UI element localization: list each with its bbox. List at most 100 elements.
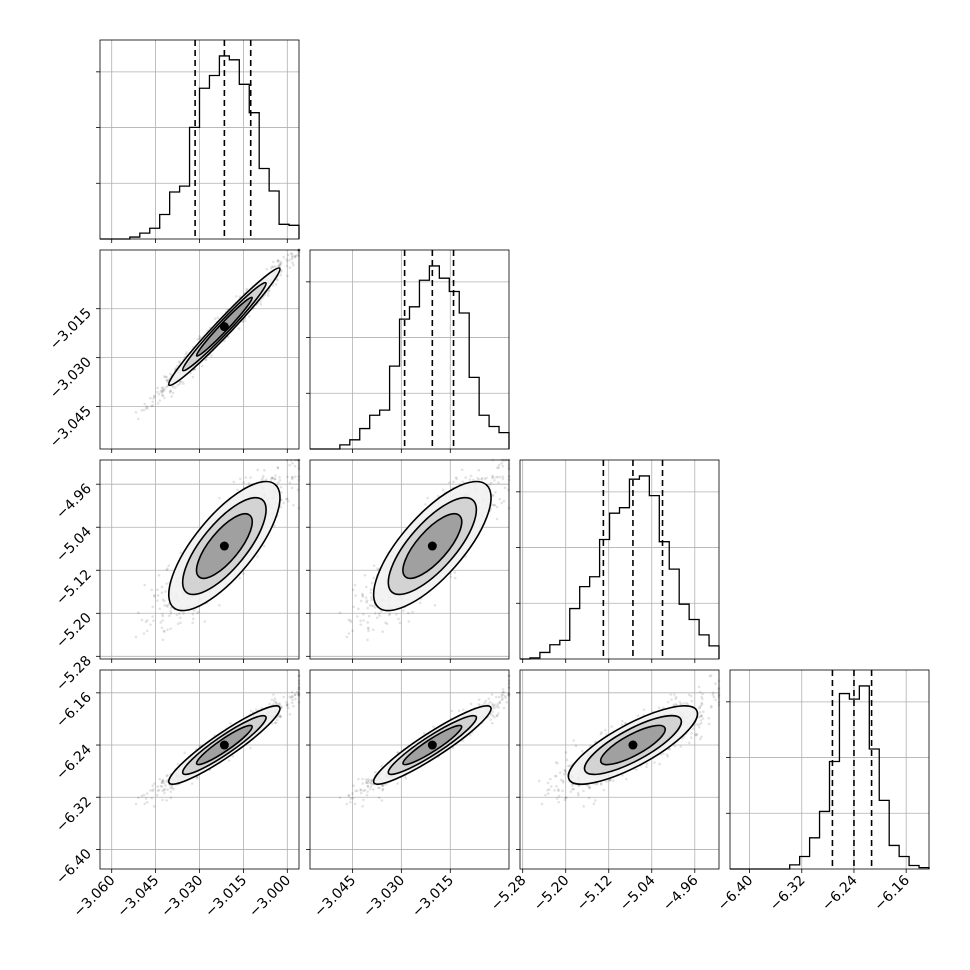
sample-point — [223, 339, 226, 343]
sample-point — [152, 397, 155, 400]
sample-point — [292, 503, 295, 507]
sample-point — [176, 364, 179, 368]
sample-point — [163, 791, 166, 795]
sample-point — [140, 409, 144, 412]
sample-point — [282, 501, 285, 505]
sample-point — [259, 302, 263, 306]
sample-point — [269, 266, 273, 270]
sample-point — [359, 623, 363, 626]
sample-point — [270, 265, 274, 269]
sample-point — [151, 615, 154, 618]
sample-point — [493, 478, 496, 482]
sample-point — [276, 259, 280, 262]
sample-point — [277, 264, 280, 268]
sample-point — [282, 695, 285, 699]
sample-point — [345, 635, 349, 639]
sample-point — [287, 253, 290, 257]
sample-point — [161, 638, 165, 642]
sample-point — [362, 612, 365, 616]
sample-point — [377, 612, 381, 615]
sample-point — [155, 390, 159, 394]
sample-point — [286, 475, 289, 479]
sample-point — [134, 410, 138, 414]
sample-point — [152, 788, 155, 791]
sample-point — [363, 573, 367, 577]
sample-point — [151, 605, 155, 609]
sample-point — [171, 391, 175, 395]
sample-point — [477, 478, 481, 481]
sample-point — [169, 627, 172, 630]
sample-point — [276, 278, 279, 282]
sample-point — [441, 488, 445, 492]
sample-point — [170, 395, 173, 398]
sample-point — [244, 476, 248, 479]
sample-point — [157, 573, 161, 577]
sample-point — [407, 620, 411, 623]
sample-point — [271, 260, 275, 264]
sample-point — [282, 255, 285, 259]
sample-point — [477, 468, 481, 472]
sample-point — [455, 477, 458, 481]
sample-point — [507, 488, 510, 492]
sample-point — [290, 257, 294, 261]
sample-point — [178, 616, 182, 620]
sample-point — [247, 482, 251, 485]
sample-point — [494, 490, 497, 494]
sample-point — [237, 327, 241, 330]
sample-point — [235, 295, 238, 298]
sample-point — [163, 396, 166, 400]
sample-point — [351, 588, 355, 592]
sample-point — [285, 258, 288, 261]
sample-point — [229, 722, 232, 725]
sample-point — [184, 353, 188, 356]
sample-point — [274, 283, 278, 286]
sample-point — [213, 317, 217, 321]
sample-point — [167, 564, 171, 568]
sample-point — [290, 690, 294, 694]
sample-point — [496, 475, 500, 479]
sample-point — [145, 629, 149, 633]
sample-point — [155, 793, 159, 797]
sample-point — [160, 591, 164, 595]
sample-point — [418, 601, 422, 605]
sample-point — [191, 375, 195, 379]
sample-point — [182, 382, 185, 385]
density-peak — [219, 541, 229, 551]
sample-point — [411, 610, 414, 614]
density-peak — [219, 322, 229, 332]
sample-point — [460, 468, 464, 472]
sample-point — [169, 612, 173, 615]
sample-point — [265, 267, 269, 271]
sample-point — [293, 693, 297, 697]
sample-point — [372, 564, 376, 568]
sample-point — [227, 335, 230, 339]
sample-point — [158, 777, 162, 781]
sample-point — [293, 254, 297, 258]
sample-point — [160, 389, 164, 393]
sample-point — [424, 503, 427, 506]
sample-point — [160, 585, 164, 589]
sample-point — [266, 294, 270, 297]
sample-point — [293, 255, 297, 259]
sample-point — [140, 794, 144, 798]
sample-point — [176, 622, 180, 626]
sample-point — [291, 462, 294, 465]
sample-point — [292, 704, 295, 708]
sample-point — [493, 503, 497, 507]
sample-point — [245, 287, 249, 291]
sample-point — [289, 252, 293, 255]
sample-point — [276, 260, 280, 263]
sample-point — [161, 386, 165, 389]
sample-point — [362, 619, 365, 622]
sample-point — [497, 463, 501, 467]
panel-2-0: −5.28−5.20−5.12−5.04−4.96 — [53, 458, 301, 694]
sample-point — [366, 606, 370, 610]
sample-point — [366, 638, 369, 642]
sample-point — [153, 595, 156, 598]
sample-point — [165, 582, 168, 585]
sample-point — [162, 375, 166, 378]
sample-point — [292, 263, 295, 267]
sample-point — [256, 555, 259, 558]
sample-point — [175, 613, 179, 617]
sample-point — [279, 260, 283, 264]
